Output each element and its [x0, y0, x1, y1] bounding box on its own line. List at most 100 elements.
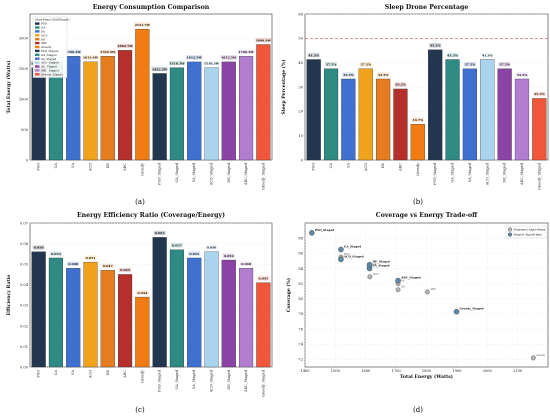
x-tick-label: GA_Staged	[451, 162, 455, 182]
point-abc	[424, 289, 430, 295]
data-label: 0.056	[34, 246, 44, 250]
data-label: 0.053	[51, 252, 61, 256]
y-tick-label: 30	[298, 85, 303, 89]
data-label-bg	[222, 253, 235, 258]
x-tick-label: Greedy_Staged	[537, 162, 541, 190]
legend-swatch	[35, 53, 40, 56]
bar-greedy	[135, 28, 150, 161]
x-tick-label: Greedy_Staged	[261, 369, 265, 397]
bar-ga-staged	[169, 249, 184, 368]
bar-sa-staged	[187, 257, 202, 368]
bar-ga-staged	[445, 59, 460, 161]
data-label-bg	[136, 290, 149, 295]
point-pso-staged	[309, 230, 315, 236]
y-tick-label: 20	[298, 110, 303, 114]
data-label: 1802.7W	[117, 44, 133, 48]
data-label-bg	[463, 62, 476, 67]
x-tick-label: GA_Staged	[175, 369, 179, 389]
point-greedy	[530, 355, 536, 361]
x-tick-label: DE_Staged	[503, 162, 507, 182]
x-tick-label: GA	[329, 163, 333, 169]
data-label: 0.063	[155, 231, 165, 235]
data-label: 41.3%	[482, 53, 493, 57]
bar-aco-staged	[204, 67, 219, 161]
data-label: 37.5%	[361, 63, 372, 67]
y-tick-label: 88	[298, 236, 303, 240]
y-tick-label: 1500	[19, 67, 29, 71]
bar-abc-staged	[514, 78, 530, 161]
data-label: 1518.3W	[204, 61, 220, 65]
bar-de-staged	[221, 61, 236, 161]
bar-abc	[118, 50, 133, 161]
data-label: 0.045	[120, 268, 130, 272]
legend-entry: Greedy	[41, 45, 52, 49]
bar-pso-staged	[152, 73, 167, 161]
sleep-percentage-chart: Sleep Drone Percentage Sleep Percentage (…	[280, 4, 549, 190]
bar-abc	[118, 274, 133, 368]
bar-sa-staged	[187, 61, 202, 161]
data-label-bg	[411, 117, 424, 123]
data-label-bg	[65, 49, 82, 55]
data-label-bg	[205, 245, 218, 250]
bar-de-staged	[497, 68, 512, 161]
figure-label-c: (c)	[135, 406, 145, 414]
data-label: 33.3%	[343, 73, 354, 77]
bar-sa-staged	[462, 68, 477, 161]
data-label-bg	[325, 62, 338, 67]
data-label: 33.3%	[517, 73, 528, 77]
point-aco-staged	[338, 256, 344, 263]
point-aco	[367, 274, 373, 280]
chart-title: Sleep Drone Percentage	[385, 4, 469, 11]
data-label-bg	[82, 55, 99, 60]
y-tick-label: 10	[298, 134, 303, 138]
legend-marker	[507, 227, 513, 232]
data-label-bg	[377, 72, 390, 77]
y-tick-label: 76	[298, 327, 303, 331]
chart-title: Coverage vs Energy Trade-off	[376, 212, 478, 219]
legend-entry: ABC	[40, 41, 47, 45]
data-label: 0.034	[138, 291, 149, 295]
x-tick-label: Greedy	[140, 370, 144, 383]
data-label-bg	[117, 43, 134, 49]
data-label-bg	[240, 261, 253, 267]
data-label: 45.3%	[430, 44, 441, 48]
bar-abc-staged	[239, 268, 254, 368]
bar-abc-staged	[239, 56, 254, 161]
legend-swatch	[35, 41, 40, 45]
bar-sa	[341, 78, 356, 161]
bar-greedy-staged	[256, 282, 271, 368]
bar-de	[376, 78, 391, 161]
x-tick-label: SA_Staged	[468, 162, 472, 182]
x-tick-label: SA_Staged	[192, 162, 196, 182]
y-tick-label: 86	[298, 252, 303, 256]
coverage-energy-scatter: Coverage vs Energy Trade-off Coverage (%)…	[285, 212, 549, 380]
bar-aco-staged	[480, 59, 495, 161]
data-label-bg	[84, 255, 97, 260]
y-axis-label: Coverage (%)	[285, 278, 292, 312]
y-tick-label: 0.04	[20, 283, 29, 287]
x-tick-label: ACO	[364, 163, 368, 172]
data-label-bg	[238, 49, 255, 55]
x-tick-label: ABC_Staged	[244, 369, 248, 393]
y-tick-label: 50	[298, 37, 303, 41]
x-tick-label: ABC_Staged	[520, 162, 524, 186]
point-label: ACO_Staged	[343, 254, 364, 258]
x-axis-label: Total Energy (Watts)	[400, 373, 453, 380]
legend-swatch	[35, 38, 40, 41]
x-tick-label: PSO	[312, 163, 316, 171]
bar-sa	[66, 56, 81, 161]
x-tick-label: ACO	[89, 370, 93, 379]
y-tick-label: 0.03	[20, 304, 29, 308]
data-label-bg	[186, 55, 203, 60]
bar-greedy	[135, 296, 150, 368]
x-tick-label: PSO_Staged	[433, 162, 437, 185]
data-label-bg	[188, 251, 201, 256]
point-label: GA_Staged	[344, 245, 361, 249]
x-tick-label: PSO_Staged	[158, 162, 162, 185]
data-label: 0.048	[68, 262, 78, 266]
x-tick-label: ABC	[123, 370, 127, 379]
data-label: 41.3%	[447, 53, 458, 57]
point-label: ABC	[429, 288, 436, 291]
data-label: 41.3%	[308, 53, 319, 57]
